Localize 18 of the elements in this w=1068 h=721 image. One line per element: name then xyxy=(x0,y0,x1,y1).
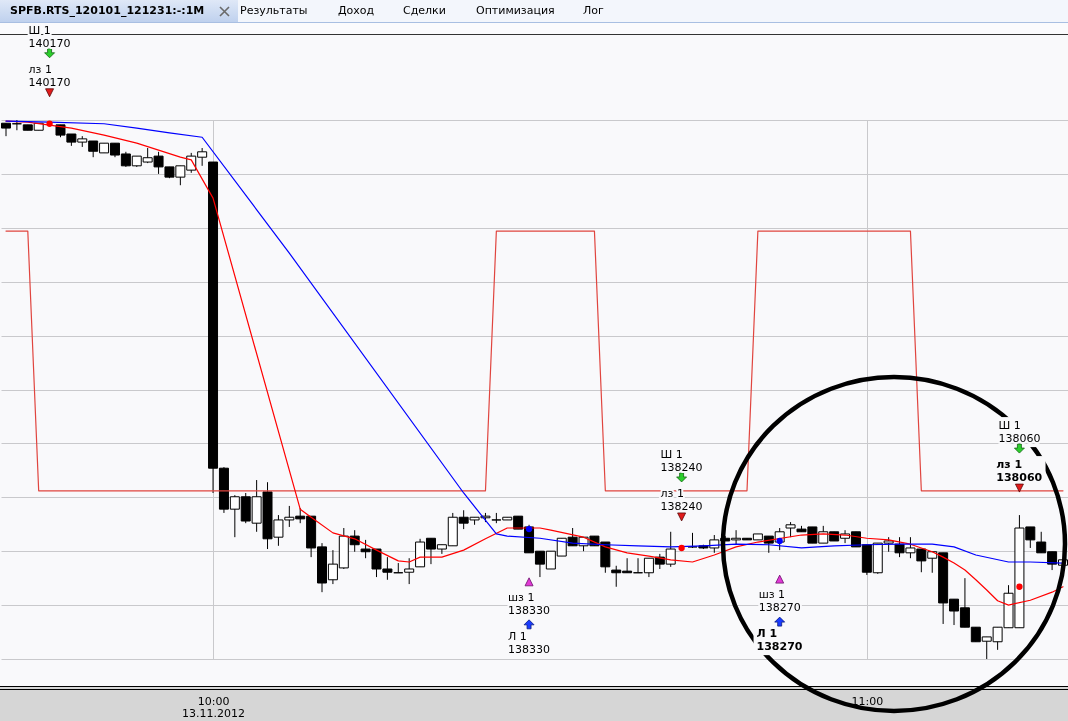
x-tick-label: 11:00 xyxy=(851,694,884,708)
text: Ш 1 140170 xyxy=(28,23,71,50)
annotation: Ш 1 138240 xyxy=(660,447,703,474)
chart-title: SPFB.RTS_120101_121231:-:1M xyxy=(10,3,205,19)
annotation: Л 1 138270 xyxy=(756,627,803,654)
annotation: шз 1 138270 xyxy=(758,588,801,615)
annotation: лз 1 138240 xyxy=(660,486,703,513)
point xyxy=(1016,583,1023,590)
annotation: шз 1 138330 xyxy=(508,590,551,617)
point xyxy=(776,537,783,545)
point xyxy=(678,544,685,552)
text: лз 1 140170 xyxy=(28,62,71,89)
point xyxy=(525,525,533,533)
annotation: лз 1 138060 xyxy=(996,458,1043,485)
annotation: Ш 1 138060 xyxy=(998,419,1041,446)
x-tick-label: 10:00 13.11.2012 xyxy=(182,694,246,720)
annotation: Л 1 138330 xyxy=(508,629,551,656)
point xyxy=(46,120,53,127)
